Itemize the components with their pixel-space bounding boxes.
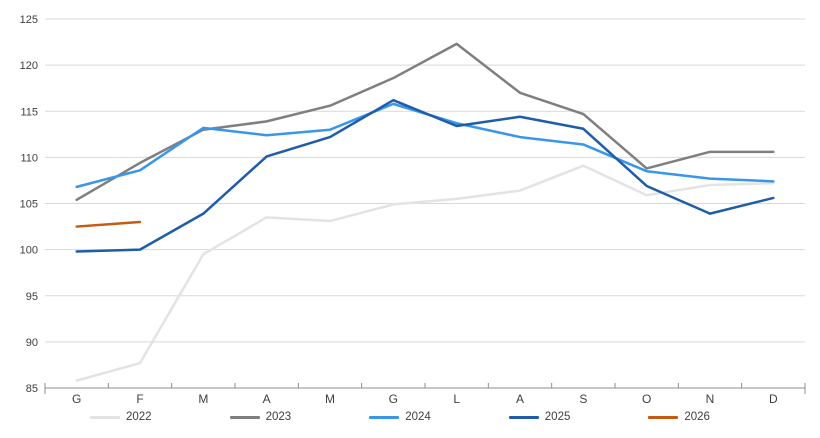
legend-label: 2026 [684, 411, 710, 423]
y-axis-label: 105 [20, 199, 38, 211]
legend-label: 2022 [126, 411, 152, 423]
y-axis-label: 120 [20, 60, 38, 72]
x-axis-label: M [198, 392, 208, 406]
x-axis-label: G [72, 392, 81, 406]
y-axis-label: 95 [26, 291, 38, 303]
legend-label: 2025 [544, 411, 571, 423]
legend-label: 2024 [405, 411, 431, 423]
y-axis-label: 115 [20, 106, 38, 118]
legend-swatch-2026 [648, 416, 679, 420]
legend-item-2025[interactable]: 2025 [508, 411, 571, 424]
y-axis-label: 85 [26, 383, 38, 395]
series-line-2024 [75, 102, 775, 189]
x-axis-label: M [325, 392, 335, 406]
legend-label: 2023 [265, 411, 292, 423]
y-axis-label: 125 [20, 14, 38, 26]
x-axis-label: O [642, 392, 651, 406]
legend-swatch-2025 [508, 416, 539, 420]
x-axis-label: G [389, 392, 398, 406]
x-axis-label: A [516, 392, 524, 406]
series-line-2022 [75, 164, 775, 382]
legend-swatch-2024 [369, 416, 400, 420]
y-axis-label: 90 [26, 337, 38, 349]
series-line-2023 [75, 42, 775, 202]
x-axis-label: F [136, 392, 143, 406]
x-axis-label: S [579, 392, 587, 406]
x-axis-label: A [263, 392, 271, 406]
series-line-2026 [75, 220, 142, 228]
legend-swatch-2023 [229, 416, 260, 420]
series-line-2025 [75, 98, 775, 253]
y-axis-label: 100 [20, 245, 38, 257]
legend-item-2022[interactable]: 2022 [90, 411, 152, 424]
legend-item-2024[interactable]: 2024 [369, 411, 431, 424]
x-axis-label: D [769, 392, 778, 406]
y-axis-label: 110 [20, 152, 38, 164]
chart-legend: 2022 2023 2024 2025 2026 [90, 411, 710, 424]
legend-item-2023[interactable]: 2023 [229, 411, 292, 424]
x-axis-label: L [453, 392, 460, 406]
x-axis-label: N [706, 392, 715, 406]
legend-item-2026[interactable]: 2026 [648, 411, 710, 424]
legend-swatch-2022 [90, 416, 120, 420]
